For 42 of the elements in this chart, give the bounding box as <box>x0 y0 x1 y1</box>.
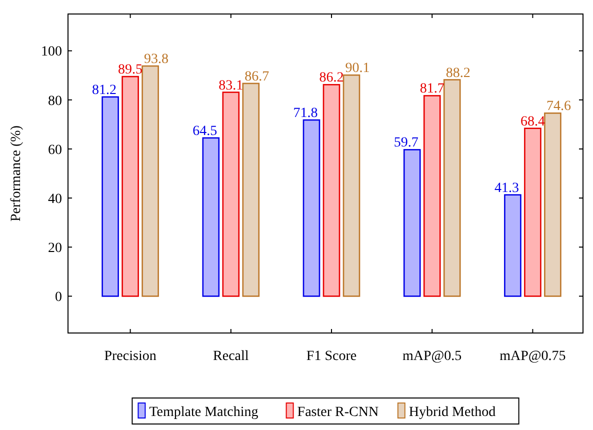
data-label: 83.1 <box>218 78 244 94</box>
legend-label: Hybrid Method <box>408 405 496 420</box>
data-label: 88.2 <box>446 66 470 81</box>
bar <box>102 96 119 297</box>
x-tick-label: Recall <box>213 349 249 364</box>
x-tick-label: mAP@0.5 <box>402 349 462 364</box>
bar <box>504 194 522 297</box>
y-tick-label: 40 <box>48 192 62 207</box>
bar <box>242 82 260 297</box>
bar <box>544 112 562 297</box>
x-tick-label: Precision <box>104 349 156 364</box>
bar <box>302 119 320 297</box>
data-label: 59.7 <box>394 136 418 151</box>
y-tick-label: 0 <box>55 290 62 306</box>
bar <box>423 95 441 297</box>
y-tick-label: 80 <box>48 94 62 109</box>
bar <box>122 76 139 297</box>
bar <box>524 128 542 297</box>
bar <box>322 84 340 297</box>
data-label: 90.1 <box>345 61 370 76</box>
bar <box>403 149 421 297</box>
data-label: 41.3 <box>494 180 519 196</box>
y-axis-title: Performance (%) <box>9 125 24 222</box>
bar <box>222 92 240 297</box>
y-tick-label: 60 <box>48 142 62 158</box>
data-label: 74.6 <box>546 99 571 114</box>
y-tick-label: 20 <box>48 241 62 256</box>
x-tick-label: mAP@0.75 <box>500 349 566 364</box>
data-label: 64.5 <box>192 124 218 139</box>
data-label: 93.8 <box>144 52 169 68</box>
bar <box>443 79 461 297</box>
y-tick-label: 100 <box>41 44 62 60</box>
data-label: 86.7 <box>244 69 270 84</box>
legend-label: Template Matching <box>149 405 258 420</box>
legend-label: Faster R-CNN <box>297 405 379 420</box>
data-label: 86.2 <box>319 70 344 86</box>
bar <box>342 74 360 297</box>
x-tick-label: F1 Score <box>306 349 357 364</box>
data-label: 71.8 <box>293 106 318 122</box>
bar <box>202 137 220 297</box>
bar <box>142 65 159 297</box>
data-label: 81.2 <box>92 82 117 98</box>
